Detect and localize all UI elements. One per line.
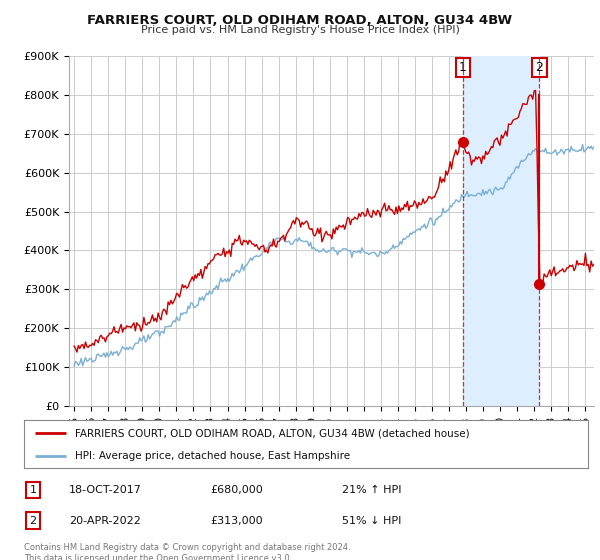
Text: FARRIERS COURT, OLD ODIHAM ROAD, ALTON, GU34 4BW: FARRIERS COURT, OLD ODIHAM ROAD, ALTON, …: [88, 14, 512, 27]
Bar: [463, 56, 539, 406]
Text: HPI: Average price, detached house, East Hampshire: HPI: Average price, detached house, East…: [75, 451, 350, 461]
Text: 51% ↓ HPI: 51% ↓ HPI: [342, 516, 401, 526]
Text: 18-OCT-2017: 18-OCT-2017: [69, 485, 142, 495]
Text: 2: 2: [536, 61, 544, 74]
Text: FARRIERS COURT, OLD ODIHAM ROAD, ALTON, GU34 4BW (detached house): FARRIERS COURT, OLD ODIHAM ROAD, ALTON, …: [75, 428, 469, 438]
Text: 21% ↑ HPI: 21% ↑ HPI: [342, 485, 401, 495]
Text: £680,000: £680,000: [210, 485, 263, 495]
Text: 20-APR-2022: 20-APR-2022: [69, 516, 141, 526]
Text: Price paid vs. HM Land Registry's House Price Index (HPI): Price paid vs. HM Land Registry's House …: [140, 25, 460, 35]
Text: £313,000: £313,000: [210, 516, 263, 526]
Text: 1: 1: [459, 61, 467, 74]
Text: 2: 2: [29, 516, 37, 526]
Text: 1: 1: [29, 485, 37, 495]
Text: Contains HM Land Registry data © Crown copyright and database right 2024.
This d: Contains HM Land Registry data © Crown c…: [24, 543, 350, 560]
